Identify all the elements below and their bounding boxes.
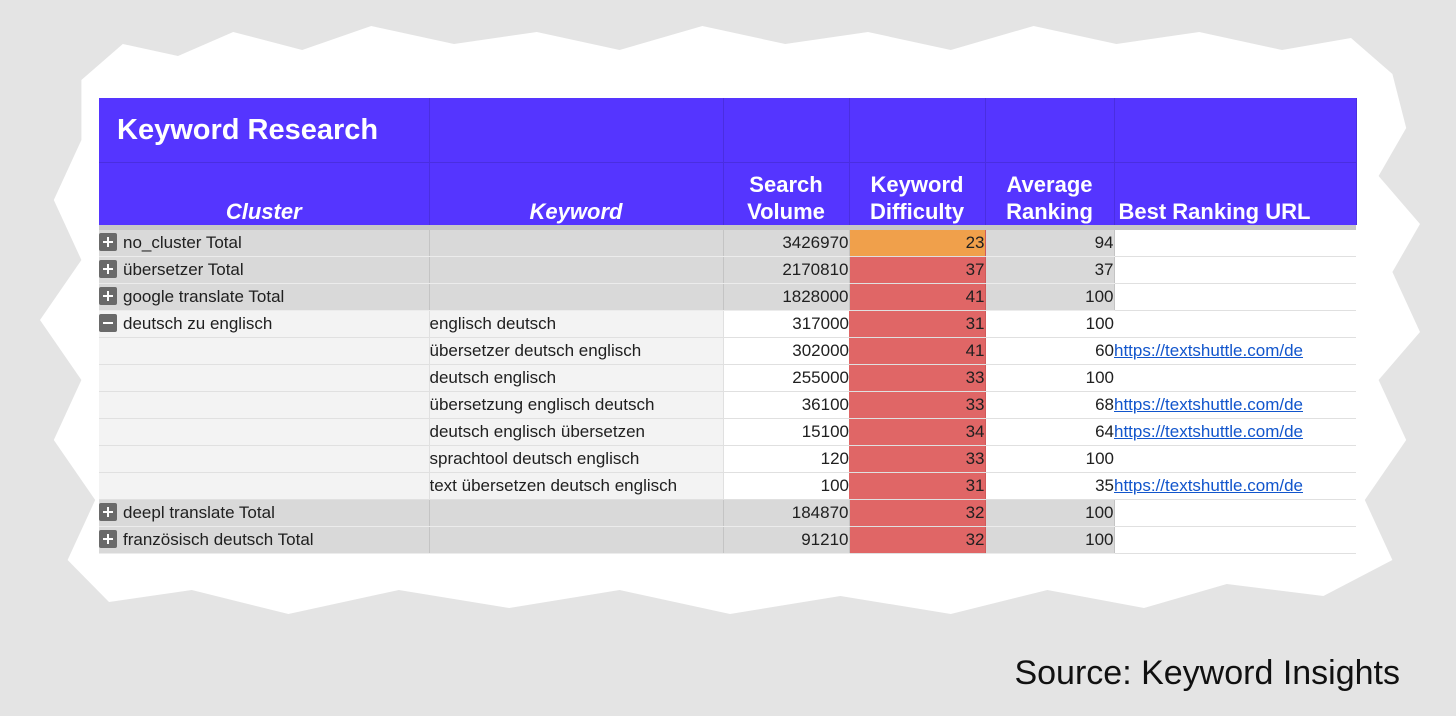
table-row: google translate Total 1828000 41 100 [99,283,1356,311]
header-keyword[interactable]: Keyword [429,162,724,225]
ranking-cell: 94 [985,230,1115,257]
difficulty-cell: 41 [849,283,986,311]
keyword-research-table: Keyword Research Cluster Keyword Search … [99,98,1357,554]
ranking-cell: 37 [985,256,1115,284]
expand-icon[interactable] [99,260,117,278]
difficulty-cell: 33 [849,364,986,392]
keyword-cell: übersetzung englisch deutsch [429,391,724,419]
difficulty-cell: 33 [849,391,986,419]
ranking-cell: 100 [985,283,1115,311]
ranking-cell: 68 [985,391,1114,419]
expand-icon[interactable] [99,530,117,548]
keyword-cell: übersetzer deutsch englisch [429,337,724,365]
volume-cell: 317000 [723,310,849,338]
ranking-cell: 100 [985,526,1115,554]
volume-cell: 120 [723,445,849,473]
difficulty-cell: 32 [849,526,986,554]
collapse-icon[interactable] [99,314,117,332]
header-average-ranking[interactable]: Average Ranking [985,162,1115,225]
volume-cell: 2170810 [723,256,850,284]
difficulty-cell: 37 [849,256,986,284]
volume-cell: 1828000 [723,283,850,311]
url-link[interactable]: https://textshuttle.com/de [1114,422,1303,441]
header-cluster[interactable]: Cluster [99,162,430,225]
ranking-cell: 35 [985,472,1114,500]
volume-cell: 15100 [723,418,849,446]
volume-cell: 91210 [723,526,850,554]
cluster-cell: deutsch zu englisch [123,314,273,333]
difficulty-cell: 23 [849,230,986,257]
table-row: sprachtool deutsch englisch 120 33 100 [99,445,1356,473]
table-row: übersetzer deutsch englisch 302000 41 60… [99,337,1356,365]
keyword-cell [429,256,724,284]
cluster-cell [99,418,430,446]
header-search-volume[interactable]: Search Volume [723,162,850,225]
cluster-cell: französisch deutsch Total [123,530,314,549]
url-link[interactable]: https://textshuttle.com/de [1114,395,1303,414]
table-row: übersetzer Total 2170810 37 37 [99,256,1356,284]
table-row: no_cluster Total 3426970 23 94 [99,230,1356,257]
url-link[interactable]: https://textshuttle.com/de [1114,341,1303,360]
volume-cell: 302000 [723,337,849,365]
expand-icon[interactable] [99,287,117,305]
keyword-cell: englisch deutsch [429,310,724,338]
table-row: deutsch zu englisch englisch deutsch 317… [99,310,1356,338]
cluster-cell: no_cluster Total [123,233,242,252]
volume-cell: 184870 [723,499,850,527]
keyword-cell [429,526,724,554]
keyword-cell: sprachtool deutsch englisch [429,445,724,473]
cluster-cell [99,445,430,473]
difficulty-cell: 32 [849,499,986,527]
keyword-cell [429,283,724,311]
ranking-cell: 100 [985,499,1115,527]
sheet-title: Keyword Research [99,98,430,163]
ranking-cell: 100 [985,310,1114,338]
source-caption: Source: Keyword Insights [1014,654,1400,692]
keyword-cell [429,499,724,527]
volume-cell: 255000 [723,364,849,392]
cluster-cell: übersetzer Total [123,260,244,279]
difficulty-cell: 33 [849,445,986,473]
cluster-cell [99,391,430,419]
keyword-cell: text übersetzen deutsch englisch [429,472,724,500]
difficulty-cell: 34 [849,418,986,446]
expand-icon[interactable] [99,503,117,521]
url-link[interactable]: https://textshuttle.com/de [1114,476,1303,495]
header-best-ranking-url[interactable]: Best Ranking URL [1114,162,1357,225]
header-keyword-difficulty[interactable]: Keyword Difficulty [849,162,986,225]
expand-icon[interactable] [99,233,117,251]
difficulty-cell: 41 [849,337,986,365]
volume-cell: 36100 [723,391,849,419]
keyword-cell [429,230,724,257]
cluster-cell: deepl translate Total [123,503,275,522]
volume-cell: 3426970 [723,230,850,257]
difficulty-cell: 31 [849,472,986,500]
table-row: übersetzung englisch deutsch 36100 33 68… [99,391,1356,419]
volume-cell: 100 [723,472,849,500]
ranking-cell: 60 [985,337,1114,365]
keyword-cell: deutsch englisch übersetzen [429,418,724,446]
cluster-cell [99,364,430,392]
table-row: deutsch englisch übersetzen 15100 34 64 … [99,418,1356,446]
table-row: französisch deutsch Total 91210 32 100 [99,526,1356,554]
table-row: deutsch englisch 255000 33 100 [99,364,1356,392]
table-row: deepl translate Total 184870 32 100 [99,499,1356,527]
table-row: text übersetzen deutsch englisch 100 31 … [99,472,1356,500]
cluster-cell [99,337,430,365]
cluster-cell: google translate Total [123,287,285,306]
keyword-cell: deutsch englisch [429,364,724,392]
ranking-cell: 100 [985,364,1114,392]
ranking-cell: 64 [985,418,1114,446]
cluster-cell [99,472,430,500]
ranking-cell: 100 [985,445,1114,473]
difficulty-cell: 31 [849,310,986,338]
